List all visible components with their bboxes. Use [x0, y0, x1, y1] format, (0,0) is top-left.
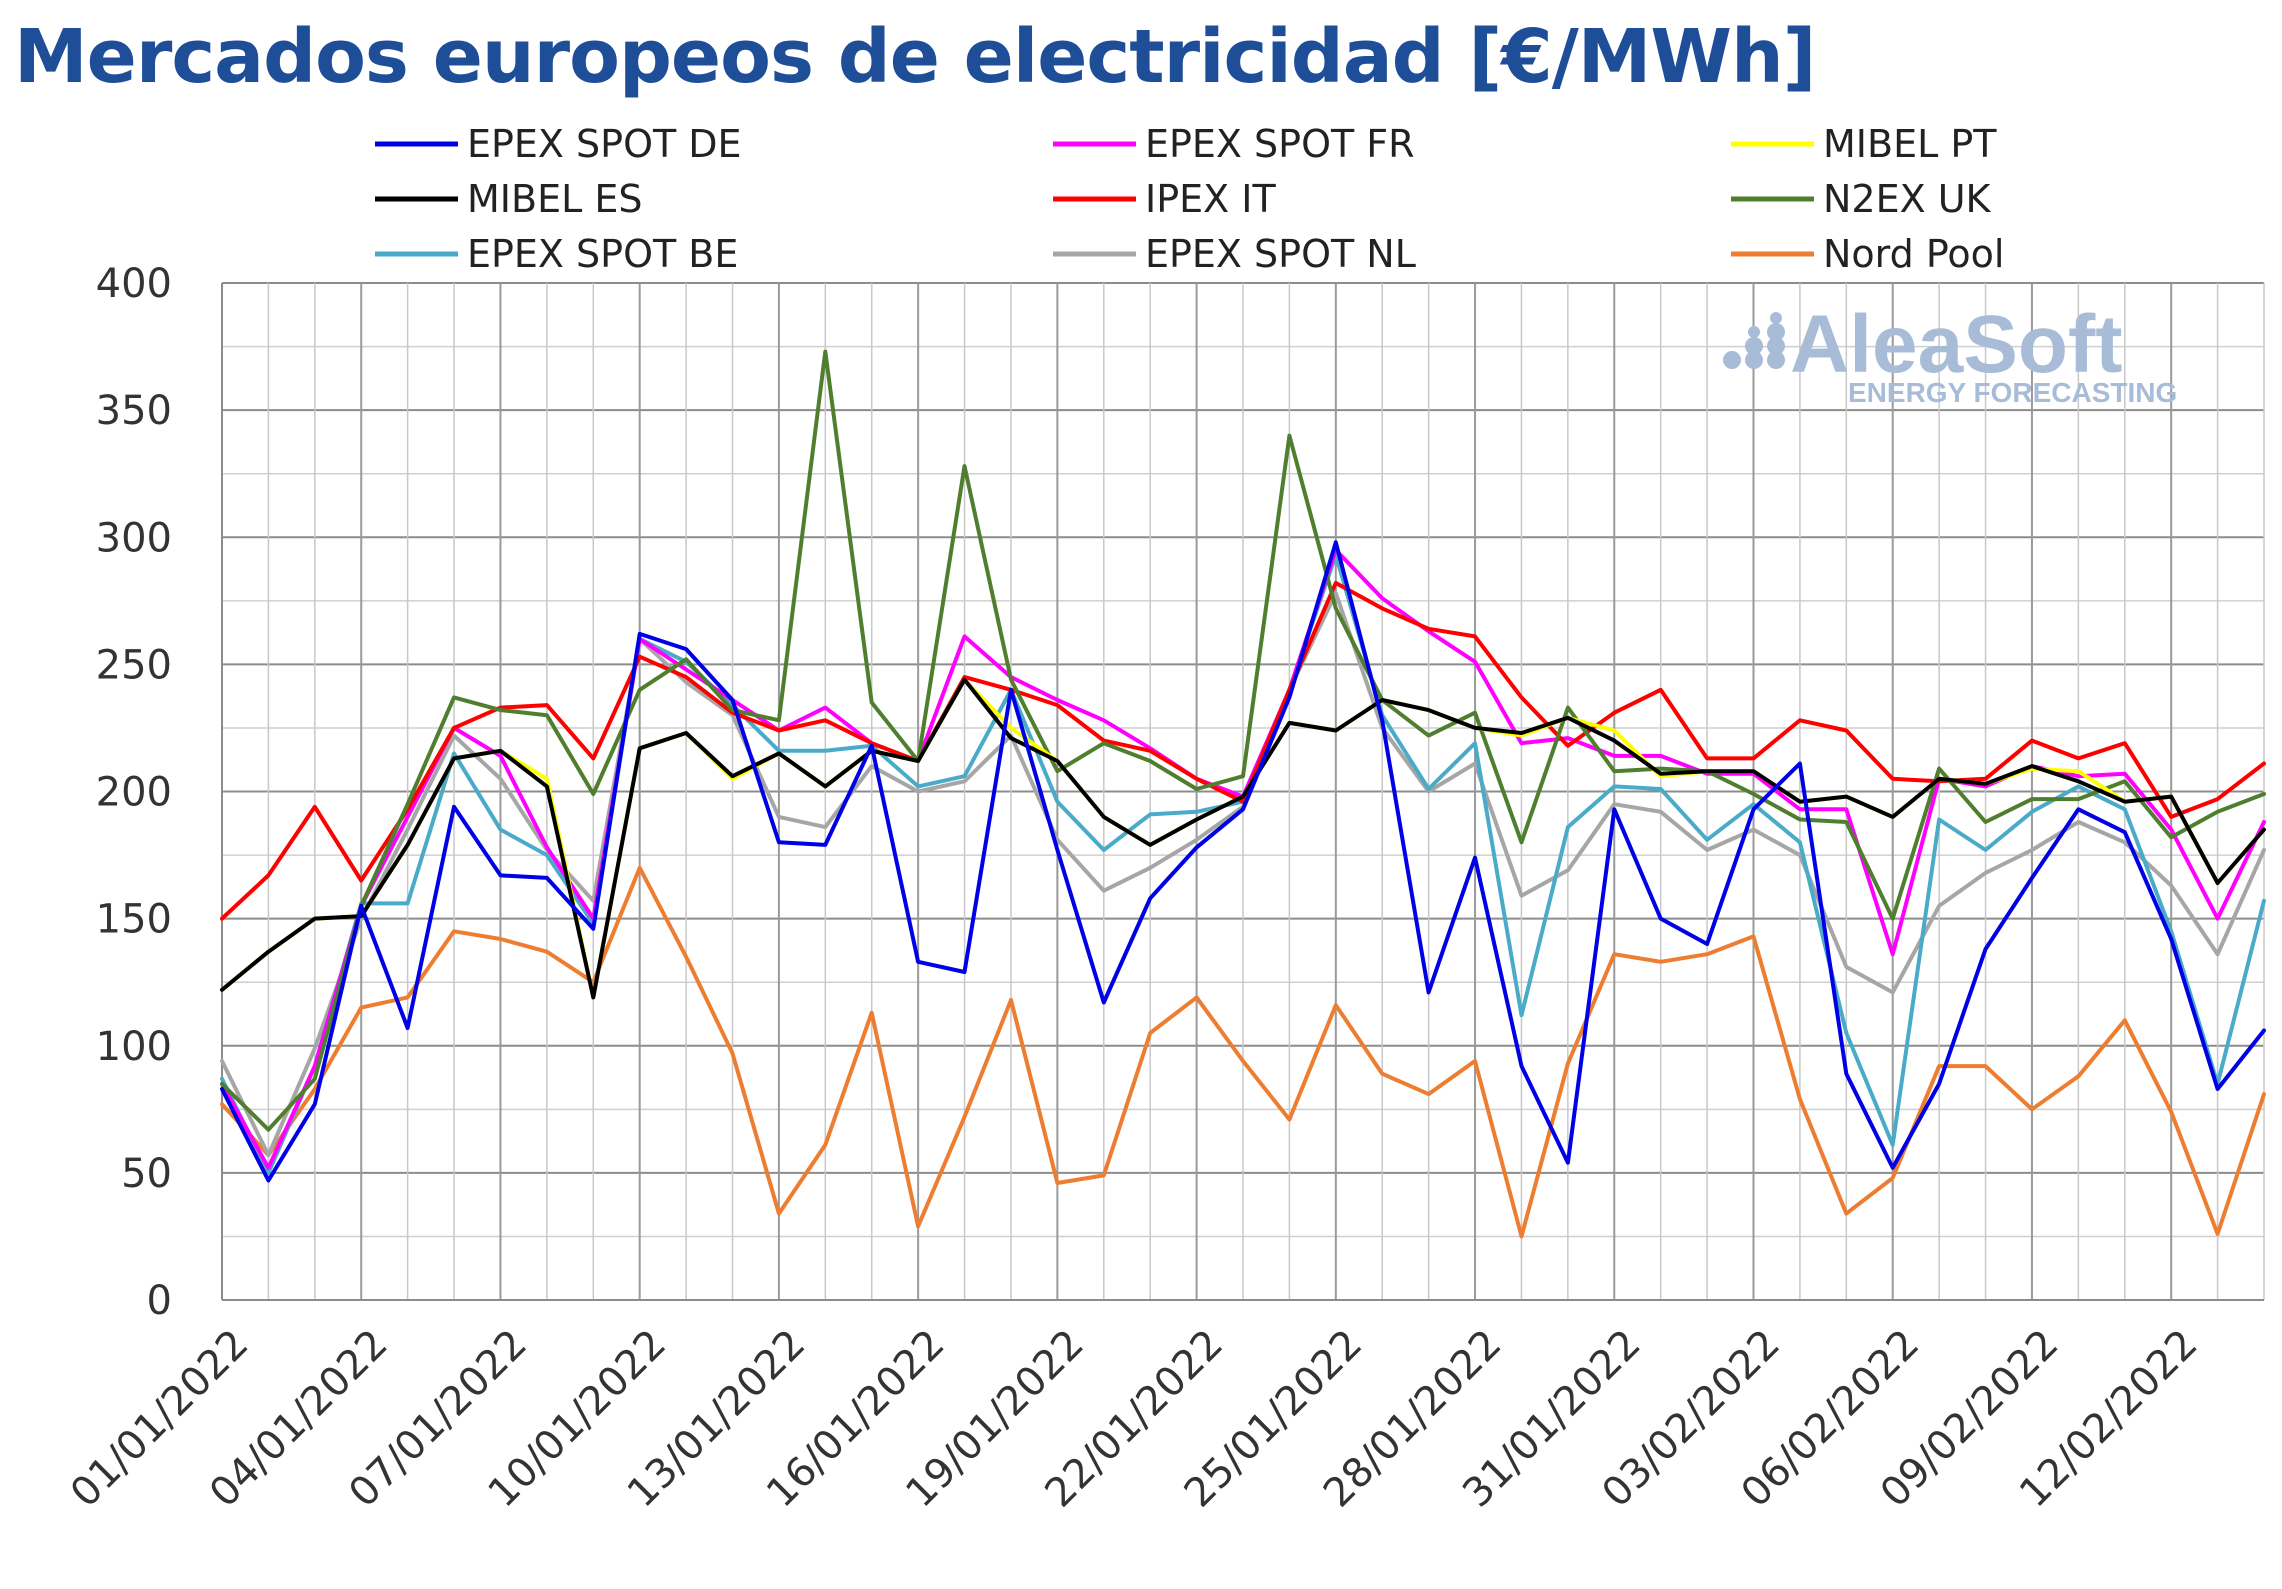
legend-label-epex-spot-be: EPEX SPOT BE: [467, 232, 738, 276]
series-line-epex-spot-de: [220, 540, 2266, 1183]
y-tick-label: 0: [147, 1278, 172, 1324]
legend-label-epex-spot-fr: EPEX SPOT FR: [1145, 122, 1415, 166]
series-line-n2ex-uk: [220, 349, 2266, 1132]
series-line-nord-pool: [220, 865, 2266, 1239]
aleasoft-watermark: AleaSoft ENERGY FORECASTING: [1723, 299, 2177, 408]
x-axis-ticks: 01/01/202204/01/202207/01/202210/01/2022…: [62, 1321, 2207, 1517]
chart-legend: EPEX SPOT DE EPEX SPOT FR MIBEL PT MIBEL ES…: [375, 122, 2004, 276]
series-line-mibel-es: [220, 677, 2266, 1000]
y-tick-label: 150: [96, 897, 172, 943]
watermark-tagline: ENERGY FORECASTING: [1848, 377, 2177, 408]
y-axis-ticks: 0 50 100 150 200 250 300 350 400: [96, 261, 172, 1324]
legend-label-epex-spot-nl: EPEX SPOT NL: [1145, 232, 1416, 276]
chart-axes: [221, 283, 2264, 1301]
watermark-brand: AleaSoft: [1790, 299, 2123, 390]
legend-label-epex-spot-de: EPEX SPOT DE: [467, 122, 742, 166]
chart-title: Mercados europeos de electricidad [€/MWh…: [14, 14, 1816, 100]
legend-label-nord-pool: Nord Pool: [1823, 232, 2004, 276]
y-tick-label: 200: [96, 770, 172, 816]
y-tick-label: 400: [96, 261, 172, 307]
legend-label-mibel-pt: MIBEL PT: [1823, 122, 1997, 166]
aleasoft-logo-icon: [1723, 312, 1785, 369]
y-tick-label: 50: [121, 1151, 172, 1197]
y-tick-label: 100: [96, 1024, 172, 1070]
legend-label-ipex-it: IPEX IT: [1145, 177, 1276, 221]
legend-label-mibel-es: MIBEL ES: [467, 177, 642, 221]
y-tick-label: 250: [96, 642, 172, 688]
series-line-ipex-it: [220, 581, 2266, 921]
y-tick-label: 350: [96, 388, 172, 434]
y-tick-label: 300: [96, 515, 172, 561]
chart-series: [220, 349, 2266, 1239]
legend-label-n2ex-uk: N2EX UK: [1823, 177, 1992, 221]
